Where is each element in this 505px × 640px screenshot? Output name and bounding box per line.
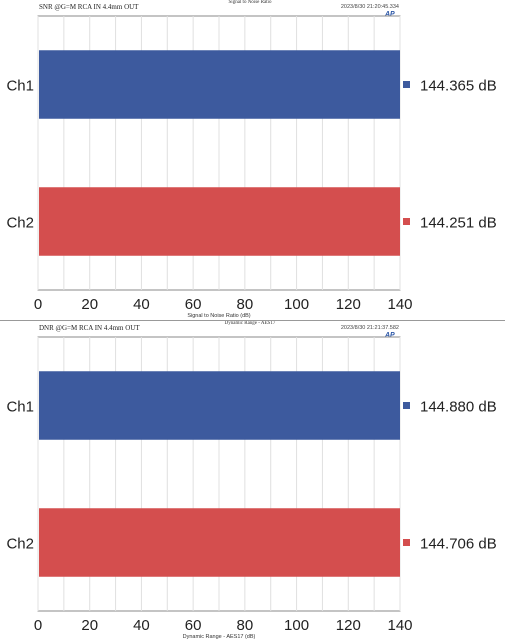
ap-logo-icon: AP bbox=[385, 11, 395, 18]
bar-ch1 bbox=[39, 50, 400, 119]
ap-logo-icon: AP bbox=[385, 332, 395, 339]
snr-bar-chart: Ch1 144.365 dB Ch2 144.251 dB 0 20 40 60 80 100 12… bbox=[6, 15, 497, 319]
category-label: Ch2 bbox=[6, 536, 34, 553]
x-tick-label: 0 bbox=[34, 617, 42, 634]
chart-header-left: SNR @G=M RCA IN 4.4mm OUT bbox=[39, 3, 139, 11]
category-label: Ch1 bbox=[6, 78, 34, 95]
chart-header-left: DNR @G=M RCA IN 4.4mm OUT bbox=[39, 324, 140, 332]
x-tick-label: 40 bbox=[133, 296, 150, 313]
value-swatch bbox=[403, 218, 410, 225]
x-tick-label: 140 bbox=[387, 296, 412, 313]
value-label: 144.251 dB bbox=[420, 215, 497, 232]
category-label: Ch2 bbox=[6, 215, 34, 232]
x-tick-label: 120 bbox=[336, 617, 361, 634]
value-swatch bbox=[403, 81, 410, 88]
chart-timestamp: 2023/8/30 21:21:37.582 bbox=[340, 325, 399, 331]
value-label: 144.706 dB bbox=[420, 536, 497, 553]
bar-ch2 bbox=[39, 187, 400, 256]
x-tick-label: 40 bbox=[133, 617, 150, 634]
x-axis-title: Signal to Noise Ratio (dB) bbox=[187, 313, 250, 319]
chart-timestamp: 2023/8/30 21:20:45.334 bbox=[340, 4, 399, 10]
value-swatch bbox=[403, 539, 410, 546]
x-tick-label: 0 bbox=[34, 296, 42, 313]
x-tick-label: 20 bbox=[81, 617, 98, 634]
x-tick-label: 60 bbox=[185, 617, 202, 634]
x-tick-label: 20 bbox=[81, 296, 98, 313]
x-tick-label: 80 bbox=[237, 296, 254, 313]
chart-title: Dynamic Range - AES17 bbox=[224, 321, 276, 326]
category-label: Ch1 bbox=[6, 399, 34, 416]
x-axis-title: Dynamic Range - AES17 (dB) bbox=[183, 634, 256, 640]
dnr-chart-panel: DNR @G=M RCA IN 4.4mm OUT Dynamic Range … bbox=[0, 320, 505, 640]
bar-ch2 bbox=[39, 508, 400, 577]
x-tick-label: 100 bbox=[284, 296, 309, 313]
bar-ch1 bbox=[39, 371, 400, 440]
value-label: 144.880 dB bbox=[420, 399, 497, 416]
x-tick-label: 140 bbox=[387, 617, 412, 634]
x-tick-label: 100 bbox=[284, 617, 309, 634]
dnr-bar-chart: Ch1 144.880 dB Ch2 144.706 dB 0 20 40 60 80 100 12… bbox=[6, 336, 497, 640]
x-tick-label: 60 bbox=[185, 296, 202, 313]
x-tick-label: 80 bbox=[237, 617, 254, 634]
chart-title: Signal to Noise Ratio bbox=[228, 0, 272, 5]
x-tick-label: 120 bbox=[336, 296, 361, 313]
snr-chart-panel: SNR @G=M RCA IN 4.4mm OUT Signal to Nois… bbox=[6, 0, 497, 319]
value-label: 144.365 dB bbox=[420, 78, 497, 95]
value-swatch bbox=[403, 402, 410, 409]
